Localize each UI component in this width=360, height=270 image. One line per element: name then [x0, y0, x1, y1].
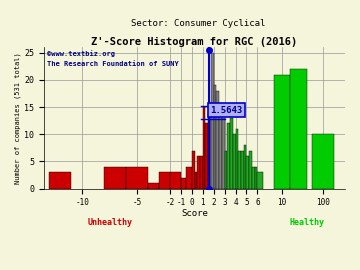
- Text: 1.5643: 1.5643: [211, 106, 243, 114]
- X-axis label: Score: Score: [181, 209, 208, 218]
- Bar: [257, 172, 263, 188]
- Title: Z'-Score Histogram for RGC (2016): Z'-Score Histogram for RGC (2016): [91, 37, 298, 47]
- Bar: [244, 145, 247, 188]
- Bar: [206, 123, 208, 188]
- Bar: [208, 113, 211, 188]
- Bar: [126, 167, 148, 188]
- Bar: [249, 151, 252, 188]
- Bar: [211, 53, 213, 188]
- Bar: [252, 167, 255, 188]
- Bar: [241, 151, 244, 188]
- Bar: [200, 156, 203, 188]
- Bar: [148, 183, 159, 188]
- Bar: [213, 85, 216, 188]
- Bar: [49, 172, 71, 188]
- Bar: [274, 75, 290, 188]
- Text: ©www.textbiz.org: ©www.textbiz.org: [47, 50, 115, 57]
- Text: Sector: Consumer Cyclical: Sector: Consumer Cyclical: [131, 19, 265, 28]
- Bar: [235, 129, 238, 188]
- Y-axis label: Number of companies (531 total): Number of companies (531 total): [15, 52, 22, 184]
- Bar: [247, 156, 249, 188]
- Text: The Research Foundation of SUNY: The Research Foundation of SUNY: [47, 61, 179, 67]
- Bar: [312, 134, 334, 188]
- Bar: [197, 156, 200, 188]
- Text: Unhealthy: Unhealthy: [87, 218, 132, 227]
- Bar: [186, 167, 192, 188]
- Bar: [219, 113, 222, 188]
- Bar: [222, 118, 225, 188]
- Bar: [159, 172, 170, 188]
- Bar: [225, 151, 227, 188]
- Bar: [227, 123, 230, 188]
- Bar: [230, 118, 233, 188]
- Bar: [192, 151, 194, 188]
- Bar: [290, 69, 307, 188]
- Bar: [238, 151, 241, 188]
- Bar: [181, 178, 186, 188]
- Bar: [170, 172, 181, 188]
- Bar: [203, 107, 206, 188]
- Bar: [216, 91, 219, 188]
- Bar: [255, 167, 257, 188]
- Text: Healthy: Healthy: [289, 218, 324, 227]
- Bar: [104, 167, 126, 188]
- Bar: [194, 172, 197, 188]
- Bar: [233, 134, 235, 188]
